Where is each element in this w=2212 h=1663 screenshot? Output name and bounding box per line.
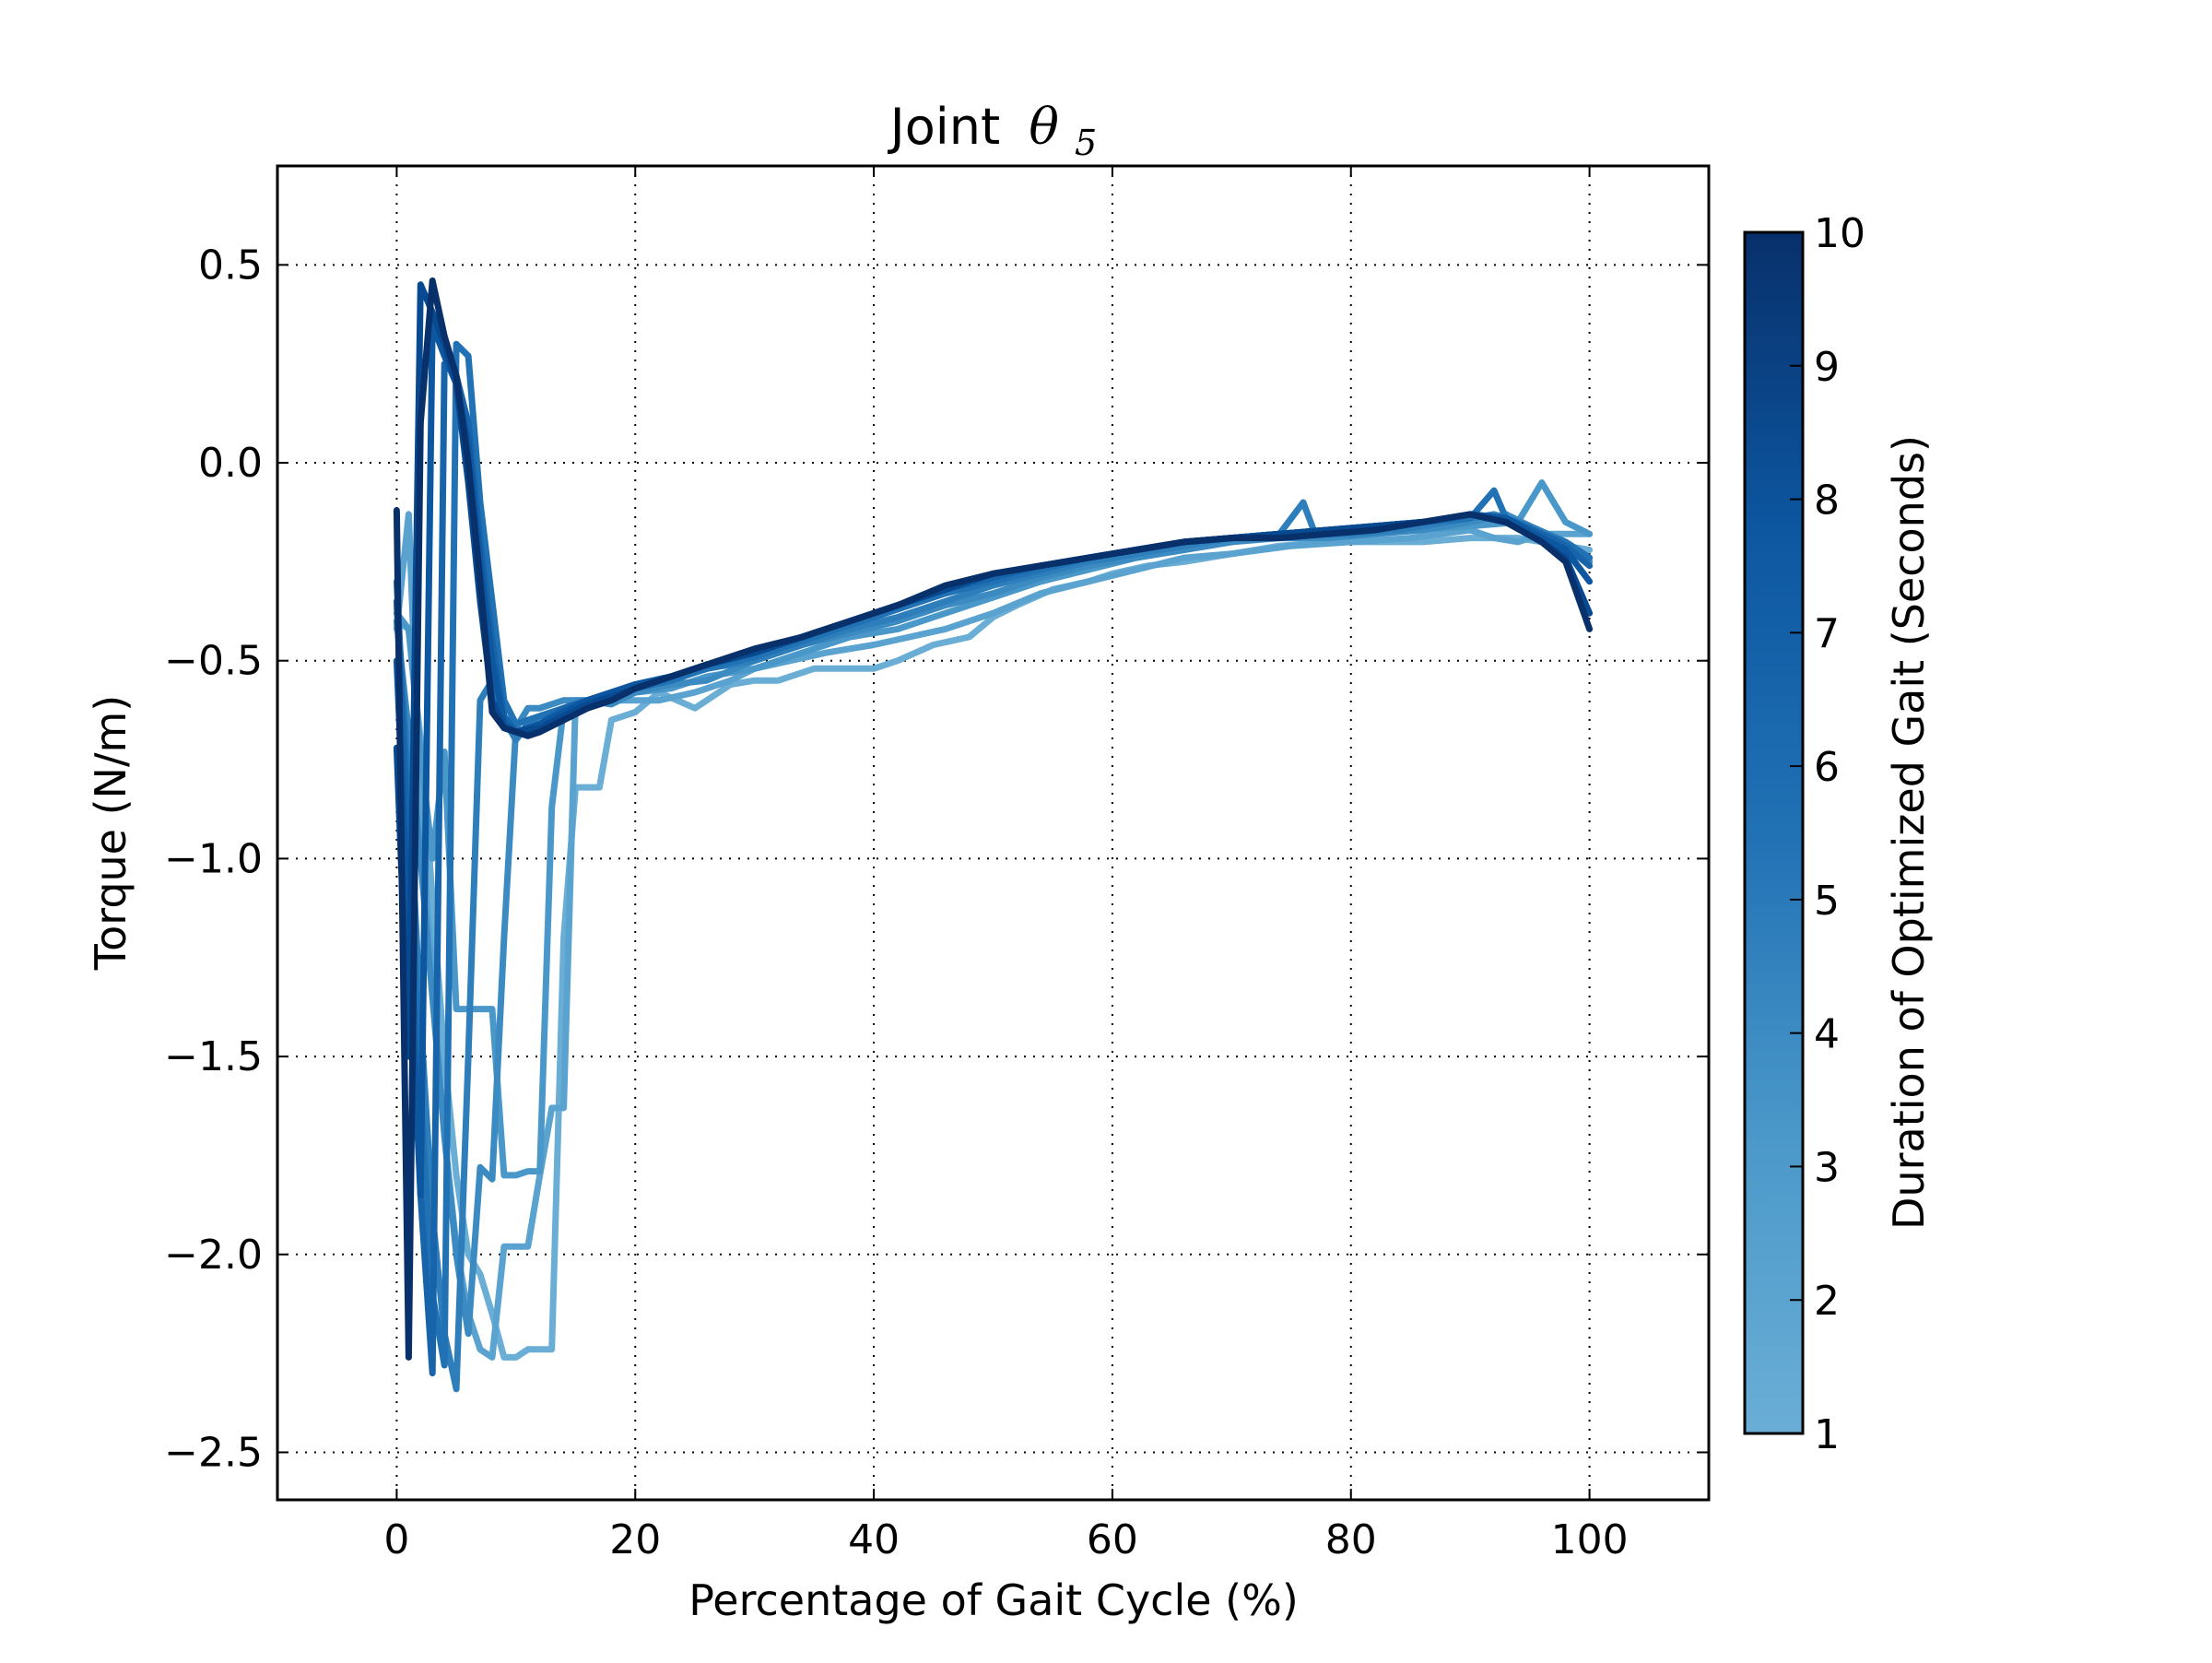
colorbar-tick-label: 6 bbox=[1814, 744, 1840, 791]
colorbar-gradient bbox=[1743, 230, 1805, 1435]
series-line-duration-6 bbox=[393, 340, 1594, 1369]
series-line-duration-4 bbox=[393, 511, 1594, 1338]
x-tick-label: 100 bbox=[1551, 1516, 1629, 1563]
y-tick-label: 0.5 bbox=[198, 242, 263, 289]
colorbar-tick-label: 2 bbox=[1814, 1278, 1840, 1325]
x-axis-label: Percentage of Gait Cycle (%) bbox=[688, 1575, 1299, 1625]
title-subscript: 5 bbox=[1075, 123, 1097, 163]
y-tick-label: −2.5 bbox=[164, 1429, 263, 1476]
colorbar-tick-label: 7 bbox=[1814, 610, 1840, 657]
series-line-duration-2 bbox=[393, 511, 1594, 1361]
colorbar-ticks: 1 2 3 4 5 6 7 8 9 10 bbox=[1790, 210, 1865, 1458]
series-line-duration-9 bbox=[393, 281, 1594, 1060]
y-tick-label: −1.5 bbox=[164, 1033, 263, 1080]
y-tick-label: −1.0 bbox=[164, 835, 263, 882]
colorbar-tick-label: 4 bbox=[1814, 1011, 1840, 1058]
colorbar-label: Duration of Optimized Gait (Seconds) bbox=[1884, 435, 1934, 1230]
colorbar-tick-label: 8 bbox=[1814, 478, 1840, 525]
x-tick-label: 60 bbox=[1087, 1516, 1138, 1563]
y-tick-label: 0.0 bbox=[198, 440, 263, 487]
series-line-duration-7 bbox=[393, 360, 1594, 1377]
x-tick-label: 80 bbox=[1325, 1516, 1377, 1563]
series-line-duration-1 bbox=[393, 535, 1594, 1361]
series-line-duration-5 bbox=[393, 499, 1594, 1393]
plot-area-frame bbox=[276, 164, 1711, 1502]
series-line-duration-10 bbox=[393, 277, 1594, 1361]
grid-lines bbox=[277, 166, 1709, 1500]
colorbar-tick-label: 1 bbox=[1814, 1411, 1840, 1458]
y-tick-label: −2.0 bbox=[164, 1232, 263, 1279]
x-tick-label: 40 bbox=[848, 1516, 900, 1563]
colorbar-tick-label: 3 bbox=[1814, 1144, 1840, 1191]
colorbar-tick-label: 10 bbox=[1814, 210, 1865, 257]
chart-title: Joint θ 5 bbox=[888, 98, 1097, 163]
x-tick-label: 20 bbox=[609, 1516, 661, 1563]
y-tick-label: −0.5 bbox=[164, 638, 263, 685]
colorbar-tick-label: 5 bbox=[1814, 878, 1840, 925]
series-lines bbox=[393, 277, 1594, 1393]
colorbar-tick-label: 9 bbox=[1814, 344, 1840, 391]
title-symbol: θ bbox=[1029, 98, 1059, 156]
x-tick-label: 0 bbox=[383, 1516, 409, 1563]
y-axis-ticks: 0.5 0.0 −0.5 −1.0 −1.5 −2.0 −2.5 bbox=[164, 242, 1709, 1476]
x-axis-ticks: 0 20 40 60 80 100 bbox=[383, 166, 1629, 1563]
y-axis-label: Torque (N/m) bbox=[86, 695, 135, 971]
colorbar: 1 2 3 4 5 6 7 8 9 10 Duration of Optimized Gait (… bbox=[1743, 210, 1934, 1458]
